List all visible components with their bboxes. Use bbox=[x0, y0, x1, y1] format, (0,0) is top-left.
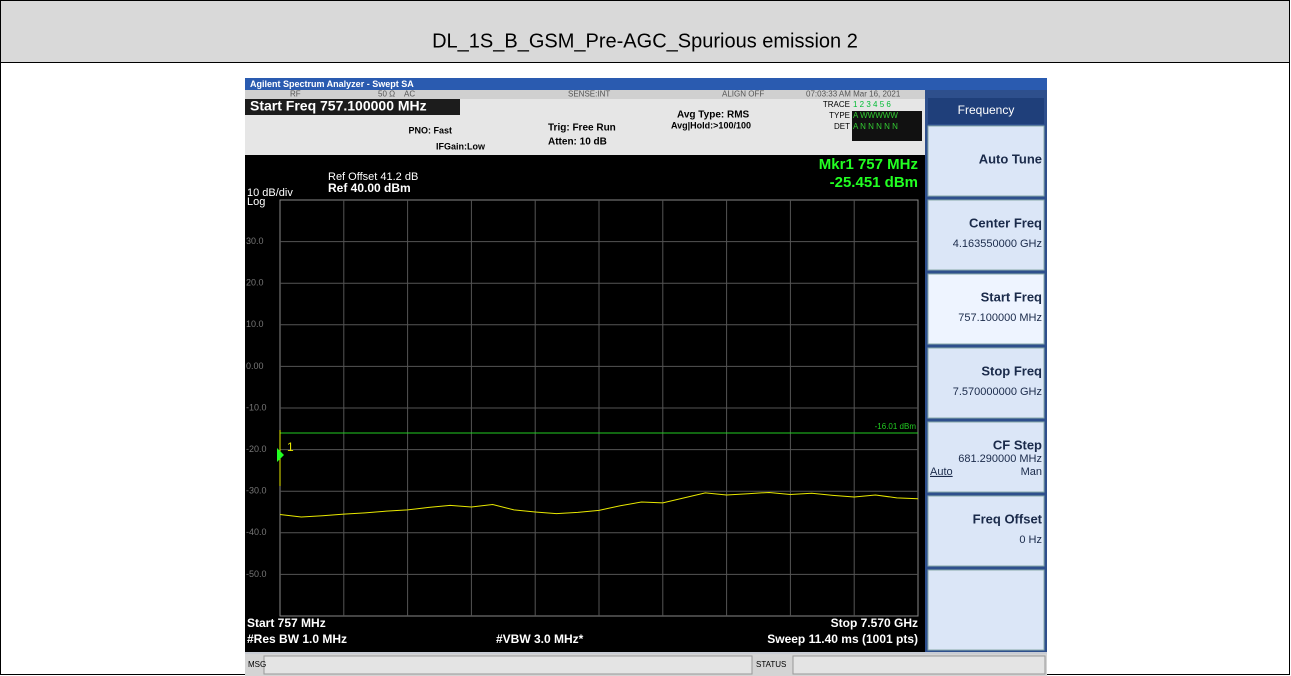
y-tick-label: -50.0 bbox=[246, 569, 267, 579]
title-bar-text: Agilent Spectrum Analyzer - Swept SA bbox=[250, 79, 414, 89]
softkey-label: CF Step bbox=[993, 437, 1042, 452]
softkey bbox=[927, 421, 1045, 493]
y-tick-label: -10.0 bbox=[246, 402, 267, 412]
trace bbox=[279, 491, 919, 518]
softkey-option: Man bbox=[1021, 466, 1042, 478]
avg-type: Avg Type: RMS bbox=[677, 110, 750, 121]
softkey-label: Stop Freq bbox=[981, 363, 1042, 378]
softkey-value: 757.100000 MHz bbox=[958, 312, 1042, 324]
status: STATUS bbox=[756, 660, 786, 669]
vbw: #VBW 3.0 MHz* bbox=[496, 632, 584, 646]
pno: PNO: Fast bbox=[408, 125, 452, 135]
y-tick-label: -20.0 bbox=[246, 444, 267, 454]
ref-offset: Ref Offset 41.2 dB bbox=[328, 171, 418, 183]
det-label: DET bbox=[834, 122, 850, 131]
softkey-label: Freq Offset bbox=[973, 511, 1043, 526]
y-tick-label: 10.0 bbox=[246, 319, 264, 329]
y-tick-label: -40.0 bbox=[246, 527, 267, 537]
softkey bbox=[927, 347, 1045, 419]
softkey-blank bbox=[927, 569, 1045, 651]
status-item: RF bbox=[290, 90, 301, 99]
msg-field bbox=[263, 655, 753, 675]
marker-label: 1 bbox=[287, 440, 294, 454]
softkey-value: 7.570000000 GHz bbox=[953, 386, 1042, 398]
softkey bbox=[927, 273, 1045, 345]
softkey-label: Start Freq bbox=[981, 289, 1042, 304]
stop-label: Stop 7.570 GHz bbox=[831, 616, 918, 630]
marker bbox=[277, 448, 284, 462]
softkey-value: 0 Hz bbox=[1019, 534, 1042, 546]
trig: Trig: Free Run bbox=[548, 123, 616, 134]
softkey-label: Center Freq bbox=[969, 215, 1042, 230]
softkey bbox=[927, 125, 1045, 197]
ifgain: IFGain:Low bbox=[436, 141, 486, 151]
status-item: SENSE:INT bbox=[568, 90, 610, 99]
status-item: 50 Ω bbox=[378, 90, 395, 99]
scale-type: Log bbox=[247, 196, 265, 208]
status-row bbox=[245, 90, 925, 99]
trace-numbers: 1 2 3 4 5 6 bbox=[853, 100, 891, 109]
scale: 10 dB/div bbox=[247, 187, 293, 199]
status-item: 07:03:33 AM Mar 16, 2021 bbox=[806, 90, 901, 99]
sweep: Sweep 11.40 ms (1001 pts) bbox=[767, 632, 918, 646]
softkey-header: Frequency bbox=[958, 103, 1015, 117]
softkey bbox=[927, 495, 1045, 567]
start-freq-box bbox=[245, 99, 460, 115]
y-tick-label: -30.0 bbox=[246, 486, 267, 496]
status-item: AC bbox=[404, 90, 415, 99]
det-values: A N N N N N bbox=[853, 122, 898, 131]
header-cell bbox=[0, 0, 1290, 63]
marker-freq: Mkr1 757 MHz bbox=[819, 156, 918, 173]
header-title: DL_1S_B_GSM_Pre-AGC_Spurious emission 2 bbox=[432, 30, 858, 52]
trace-label: TRACE bbox=[823, 100, 850, 109]
status-item: ALIGN OFF bbox=[722, 90, 764, 99]
softkey-header-box bbox=[928, 98, 1044, 124]
type-label: TYPE bbox=[829, 111, 850, 120]
ref-level: Ref 40.00 dBm bbox=[328, 181, 411, 195]
start-label: Start 757 MHz bbox=[247, 616, 326, 630]
start-freq: Start Freq 757.100000 MHz bbox=[250, 98, 427, 114]
y-tick-label: 20.0 bbox=[246, 278, 264, 288]
atten: Atten: 10 dB bbox=[548, 137, 607, 148]
type-values: A WWWWW bbox=[853, 111, 898, 120]
rbw: #Res BW 1.0 MHz bbox=[247, 632, 347, 646]
avg-hold: Avg|Hold:>100/100 bbox=[671, 120, 751, 130]
marker-amp: -25.451 dBm bbox=[830, 174, 918, 191]
display-line-label: -16.01 dBm bbox=[875, 422, 917, 431]
softkey-value: 681.290000 MHz bbox=[958, 453, 1042, 465]
status-field bbox=[792, 655, 1046, 675]
plot-area bbox=[245, 155, 925, 652]
trace-box bbox=[852, 111, 922, 141]
y-tick-label: 0.00 bbox=[246, 361, 264, 371]
softkey bbox=[927, 199, 1045, 271]
title-bar bbox=[245, 78, 1047, 90]
y-tick-label: 30.0 bbox=[246, 236, 264, 246]
msg: MSG bbox=[248, 660, 266, 669]
screenshot: Agilent Spectrum Analyzer - Swept SA Sta… bbox=[245, 78, 1047, 676]
softkey-label: Auto Tune bbox=[979, 151, 1042, 166]
softkey-option: Auto bbox=[930, 466, 953, 478]
softkey-value: 4.163550000 GHz bbox=[953, 238, 1042, 250]
